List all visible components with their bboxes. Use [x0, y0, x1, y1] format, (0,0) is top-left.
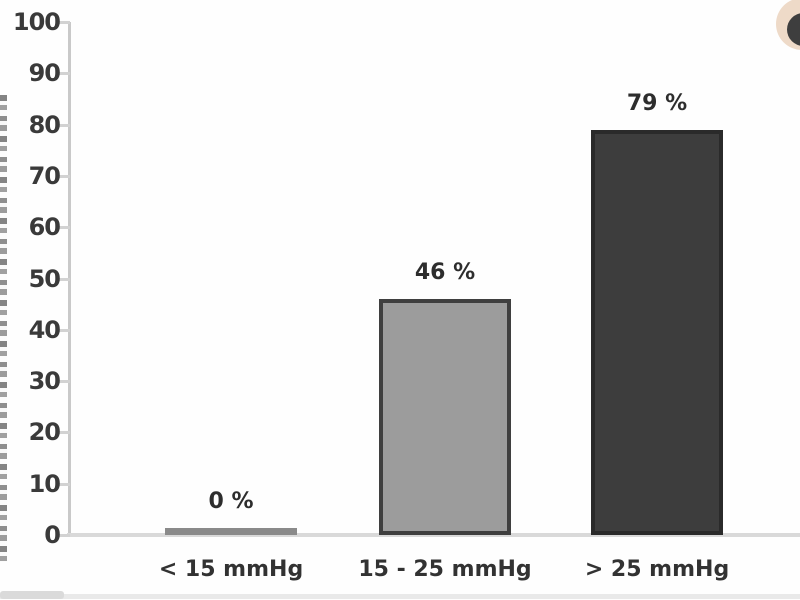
- y-tick-label: 10: [28, 469, 61, 498]
- y-tick-mark: [57, 226, 70, 230]
- x-category-label: > 25 mmHg: [584, 557, 730, 582]
- y-tick-mark: [57, 534, 70, 537]
- y-tick-mark: [57, 174, 70, 178]
- y-tick-label: 50: [28, 264, 61, 293]
- y-tick-mark: [57, 380, 70, 384]
- y-tick-mark: [57, 328, 70, 332]
- bottom-edge-strip: [0, 594, 800, 599]
- bar-value-label: 46 %: [414, 260, 476, 286]
- y-tick-mark: [57, 72, 70, 76]
- bar-1: [165, 528, 297, 535]
- y-tick-mark: [57, 431, 70, 435]
- x-category-label: < 15 mmHg: [158, 557, 304, 582]
- bar-3: [591, 129, 723, 535]
- corner-badge-dot-icon: [787, 13, 800, 46]
- y-tick-label: 70: [28, 161, 61, 190]
- y-tick-label: 80: [28, 110, 61, 139]
- bar-value-label: 0 %: [208, 489, 254, 514]
- x-category-label: 15 - 25 mmHg: [358, 557, 532, 582]
- y-tick-mark: [57, 482, 70, 486]
- y-tick-mark: [57, 21, 70, 24]
- y-tick-label: 20: [28, 418, 61, 447]
- y-tick-label: 30: [28, 367, 61, 396]
- y-tick-label: 100: [12, 8, 61, 36]
- bar-value-label: 79 %: [626, 90, 688, 116]
- y-tick-mark: [57, 277, 70, 281]
- bar-2: [379, 299, 511, 535]
- bottom-left-smudge: [0, 591, 64, 599]
- y-tick-mark: [57, 123, 70, 127]
- y-axis-title-clipped: [0, 95, 7, 562]
- y-tick-label: 40: [28, 315, 61, 344]
- corner-badge-icon: [776, 0, 800, 50]
- y-tick-label: 90: [28, 59, 61, 88]
- y-tick-label: 0: [44, 521, 61, 549]
- x-axis-baseline: [67, 533, 800, 537]
- y-tick-label: 60: [28, 213, 61, 242]
